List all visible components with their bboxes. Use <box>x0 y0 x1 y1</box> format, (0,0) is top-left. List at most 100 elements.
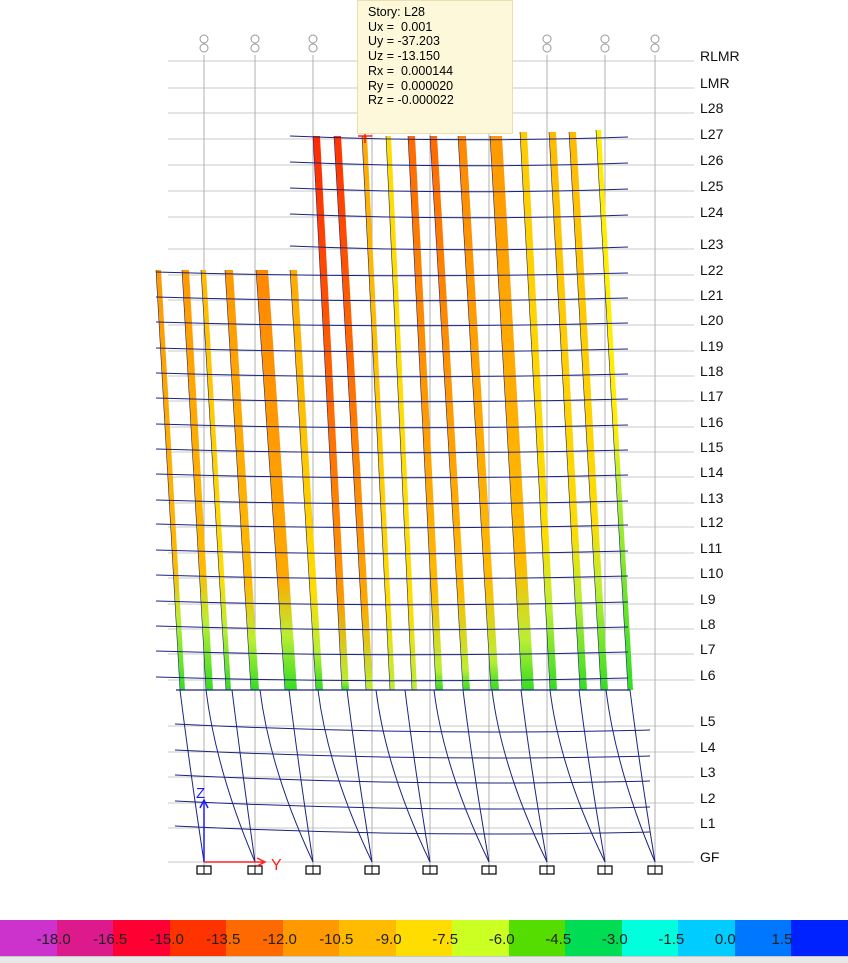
legend-label: -15.0 <box>149 931 184 948</box>
floor-beam <box>155 423 629 429</box>
floor-beam <box>155 448 629 454</box>
legend-swatch: 1.5 <box>771 920 848 956</box>
floor-beam <box>289 135 629 141</box>
column-contour <box>569 132 608 690</box>
story-label: L26 <box>700 152 724 168</box>
floor-beam <box>155 296 629 302</box>
podium-beam <box>174 825 651 835</box>
story-label: L4 <box>700 739 716 755</box>
story-label: L12 <box>700 514 724 530</box>
floor-beam <box>155 600 629 606</box>
floor-beam <box>155 321 629 327</box>
column-contour <box>549 132 587 690</box>
legend-swatch: -18.0 <box>37 920 114 956</box>
floor-beam <box>155 499 629 505</box>
legend-label: -6.0 <box>488 931 515 948</box>
podium-beam <box>174 723 651 733</box>
legend-swatch: -7.5 <box>432 920 509 956</box>
floor-beam <box>289 213 629 219</box>
story-label: RLMR <box>700 48 740 64</box>
status-bar <box>0 956 848 963</box>
story-label: L9 <box>700 591 716 607</box>
grid-bubble <box>542 43 552 53</box>
floor-beam <box>155 625 629 631</box>
story-labels: RLMR LMR L28 L27 L26 L25 L24 L23 L22 L21 L20 L19 L18… <box>700 48 740 865</box>
grid-bubble <box>650 34 660 44</box>
column-contour <box>362 136 395 690</box>
legend-label: -18.0 <box>36 931 71 948</box>
frame-members <box>155 129 656 863</box>
column-contour <box>386 136 417 690</box>
story-label: L1 <box>700 815 716 831</box>
legend-swatch: -12.0 <box>263 920 340 956</box>
column-contour <box>182 270 213 690</box>
story-label: L10 <box>700 565 724 581</box>
legend-label: -7.5 <box>432 931 459 948</box>
floor-beam <box>155 372 629 378</box>
legend-swatch: -16.5 <box>93 920 170 956</box>
tooltip-ry: Ry = 0.000020 <box>368 78 454 93</box>
joint-displacement-tooltip: Story: L28 Ux = 0.001 Uy = -37.203 Uz = … <box>357 0 513 134</box>
grid-bubble <box>650 43 660 53</box>
column-contour <box>596 130 633 690</box>
grid-bubble <box>199 34 209 44</box>
story-label: L8 <box>700 616 716 632</box>
story-label: L18 <box>700 363 724 379</box>
podium-beam <box>174 800 651 810</box>
floor-beam <box>155 549 629 555</box>
grid-bubble <box>199 43 209 53</box>
story-label: L11 <box>700 540 723 556</box>
grid-bubble <box>308 43 318 53</box>
floor-beam <box>289 161 629 167</box>
story-label: L6 <box>700 667 716 683</box>
story-grid-lines <box>168 55 694 868</box>
support-symbols <box>196 865 663 875</box>
legend-label: -9.0 <box>375 931 402 948</box>
podium-beam <box>174 749 651 759</box>
grid-bubble <box>600 34 610 44</box>
contour-color-legend: -18.0 -16.5 -15.0 -13.5 -12.0 -10.5 -9.0 -7.5 -6… <box>0 920 848 956</box>
story-label: L3 <box>700 764 716 780</box>
story-label: L21 <box>700 287 724 303</box>
tooltip-rz: Rz = -0.000022 <box>368 93 454 108</box>
story-label: L22 <box>700 262 724 278</box>
story-label: L15 <box>700 439 724 455</box>
column-contour <box>490 136 534 690</box>
column-contour <box>290 270 323 690</box>
story-label: L2 <box>700 790 716 806</box>
floor-beam <box>155 523 629 529</box>
column-contour <box>256 270 297 690</box>
floor-beam <box>289 245 629 251</box>
grid-bubble <box>542 34 552 44</box>
story-label: L27 <box>700 126 724 142</box>
legend-label: 1.5 <box>771 931 793 948</box>
story-label: L13 <box>700 490 724 506</box>
story-label: L24 <box>700 204 724 220</box>
floor-beam <box>155 676 629 682</box>
column-contour <box>201 270 231 690</box>
column-contour <box>313 136 349 690</box>
tooltip-ux: Ux = 0.001 <box>368 19 433 34</box>
floor-beam <box>155 473 629 479</box>
floor-beam <box>155 650 629 656</box>
grid-bubble <box>600 43 610 53</box>
story-label: GF <box>700 849 719 865</box>
story-label: L19 <box>700 338 724 354</box>
story-label: L5 <box>700 713 716 729</box>
story-label: L23 <box>700 236 724 252</box>
floor-beam <box>289 187 629 193</box>
legend-swatch: -10.5 <box>319 920 396 956</box>
legend-label: -1.5 <box>658 931 685 948</box>
column-stress-contours <box>156 130 633 690</box>
grid-bubble <box>250 43 260 53</box>
column-contour <box>156 270 185 690</box>
legend-label: -4.5 <box>545 931 572 948</box>
column-contour <box>334 136 373 690</box>
tooltip-uy: Uy = -37.203 <box>368 34 440 49</box>
grid-bubble <box>308 34 318 44</box>
legend-label: -10.5 <box>319 931 354 948</box>
story-label: L28 <box>700 100 724 116</box>
column-contour <box>520 132 557 690</box>
legend-label: -12.0 <box>262 931 297 948</box>
